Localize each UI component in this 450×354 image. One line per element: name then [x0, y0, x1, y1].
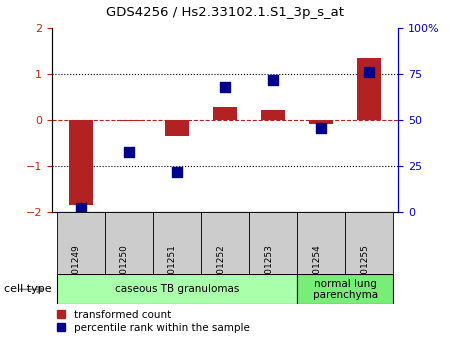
Bar	[297, 274, 393, 304]
Bar	[117, 120, 141, 121]
Text: cell type: cell type	[4, 284, 52, 295]
Bar	[165, 120, 189, 137]
Bar	[309, 120, 333, 124]
Text: GSM501253: GSM501253	[264, 244, 273, 299]
Point	[125, 149, 132, 154]
Bar	[345, 212, 393, 274]
Point	[221, 84, 229, 90]
Bar	[201, 212, 249, 274]
Text: GSM501255: GSM501255	[360, 244, 369, 299]
Point	[318, 125, 325, 131]
Text: GSM501250: GSM501250	[120, 244, 129, 299]
Bar	[249, 212, 297, 274]
Bar	[261, 110, 285, 120]
Text: normal lung
parenchyma: normal lung parenchyma	[313, 279, 378, 300]
Text: GSM501252: GSM501252	[216, 244, 225, 299]
Point	[366, 70, 373, 75]
Point	[173, 169, 180, 175]
Bar	[57, 212, 105, 274]
Bar	[297, 212, 345, 274]
Text: GDS4256 / Hs2.33102.1.S1_3p_s_at: GDS4256 / Hs2.33102.1.S1_3p_s_at	[106, 6, 344, 19]
Bar	[57, 274, 297, 304]
Bar	[105, 212, 153, 274]
Bar	[68, 120, 93, 205]
Text: caseous TB granulomas: caseous TB granulomas	[115, 284, 239, 295]
Legend: transformed count, percentile rank within the sample: transformed count, percentile rank withi…	[57, 310, 249, 333]
Text: GSM501249: GSM501249	[72, 244, 81, 299]
Text: GSM501254: GSM501254	[312, 244, 321, 299]
Point	[270, 77, 277, 83]
Bar	[357, 58, 382, 120]
Bar	[213, 108, 237, 120]
Point	[77, 205, 84, 211]
Text: GSM501251: GSM501251	[168, 244, 177, 299]
Bar	[153, 212, 201, 274]
